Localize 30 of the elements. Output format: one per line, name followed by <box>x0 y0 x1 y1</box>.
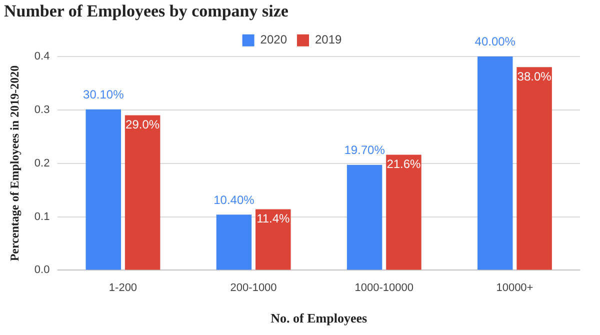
data-label: 11.4% <box>256 212 290 226</box>
data-label: 30.10% <box>83 88 124 102</box>
chart-title: Number of Employees by company size <box>4 2 289 21</box>
y-axis-title: Percentage of Employees in 2019-2020 <box>7 65 22 262</box>
x-tick-label: 1-200 <box>108 282 138 294</box>
bar <box>86 109 122 270</box>
data-label: 38.0% <box>517 69 552 84</box>
bar <box>386 154 422 270</box>
bar <box>516 67 552 270</box>
bar <box>346 164 382 270</box>
data-label: 19.70% <box>344 143 386 158</box>
data-label: 29.0% <box>126 118 160 132</box>
data-label: 10.40% <box>214 192 255 207</box>
legend-label: 2019 <box>315 32 342 47</box>
x-tick-label: 1000-10000 <box>354 282 414 294</box>
x-tick-label: 10000+ <box>496 282 534 294</box>
x-tick-label: 200-1000 <box>230 282 277 294</box>
y-tick-label: 0.1 <box>34 210 50 223</box>
y-tick-label: 0.4 <box>34 50 50 62</box>
x-axis-title: No. of Employees <box>270 310 368 326</box>
bar <box>256 209 291 270</box>
bar <box>216 214 252 270</box>
bar <box>124 115 160 270</box>
y-tick-label: 0.2 <box>34 157 50 170</box>
legend-label: 2020 <box>260 32 288 47</box>
y-tick-label: 0.0 <box>34 264 50 276</box>
bar <box>477 56 513 270</box>
data-label: 21.6% <box>386 157 422 172</box>
y-tick-label: 0.3 <box>34 104 50 116</box>
data-label: 40.00% <box>474 34 516 49</box>
